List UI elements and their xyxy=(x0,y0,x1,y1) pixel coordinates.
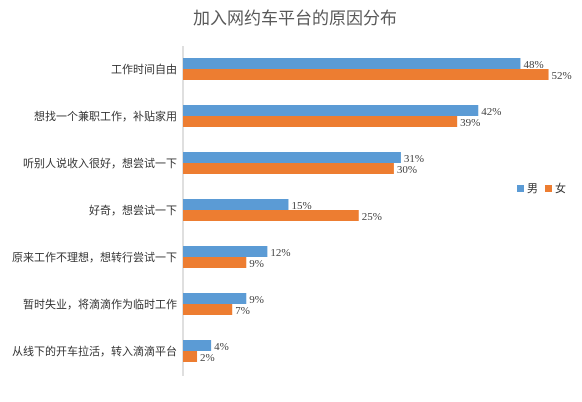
legend-label-male: 男 xyxy=(527,182,538,195)
data-label: 48% xyxy=(523,59,543,71)
data-label: 9% xyxy=(249,258,264,270)
bar-female xyxy=(183,210,359,221)
bar-male xyxy=(183,293,247,304)
category-label: 想找一个兼职工作，补贴家用 xyxy=(34,109,177,123)
bar-female xyxy=(183,257,247,268)
bars-group: 工作时间自由 48% 52% 想找一个兼职工作，补贴家用 42%39% 听别人说收入很好，… xyxy=(12,58,572,364)
legend-swatch-male xyxy=(517,185,524,192)
data-label: 4% xyxy=(214,341,229,353)
legend-label-female: 女 xyxy=(555,181,566,195)
bar-female xyxy=(183,351,198,362)
bar-female xyxy=(183,304,233,315)
bar-male xyxy=(183,246,268,257)
legend: 男女 xyxy=(517,181,566,195)
data-label: 15% xyxy=(291,200,311,212)
category-label: 好奇，想尝试一下 xyxy=(89,203,177,217)
data-label: 9% xyxy=(249,294,264,306)
data-label: 52% xyxy=(552,70,572,82)
category-label: 暂时失业，将滴滴作为临时工作 xyxy=(23,297,177,311)
category-label: 听别人说收入很好，想尝试一下 xyxy=(23,156,177,170)
category-label: 从线下的开车拉活，转入滴滴平台 xyxy=(12,344,177,358)
data-label: 30% xyxy=(397,164,417,176)
chart-title: 加入网约车平台的原因分布 xyxy=(193,9,397,29)
data-label: 7% xyxy=(235,305,250,317)
bar-male xyxy=(183,199,289,210)
data-label: 12% xyxy=(270,247,290,259)
bar-male xyxy=(183,152,401,163)
category-label: 工作时间自由 xyxy=(111,62,177,76)
data-label: 2% xyxy=(200,352,215,364)
bar-female xyxy=(183,163,394,174)
category-label: 原来工作不理想，想转行尝试一下 xyxy=(12,250,177,264)
bar-male xyxy=(183,340,212,351)
legend-swatch-female xyxy=(545,185,552,192)
bar-female xyxy=(183,69,549,80)
bar-male xyxy=(183,58,521,69)
data-label: 42% xyxy=(481,106,501,118)
data-label: 39% xyxy=(460,117,480,129)
bar-male xyxy=(183,105,479,116)
data-label: 31% xyxy=(404,153,424,165)
data-label: 25% xyxy=(362,211,382,223)
bar-female xyxy=(183,116,458,127)
